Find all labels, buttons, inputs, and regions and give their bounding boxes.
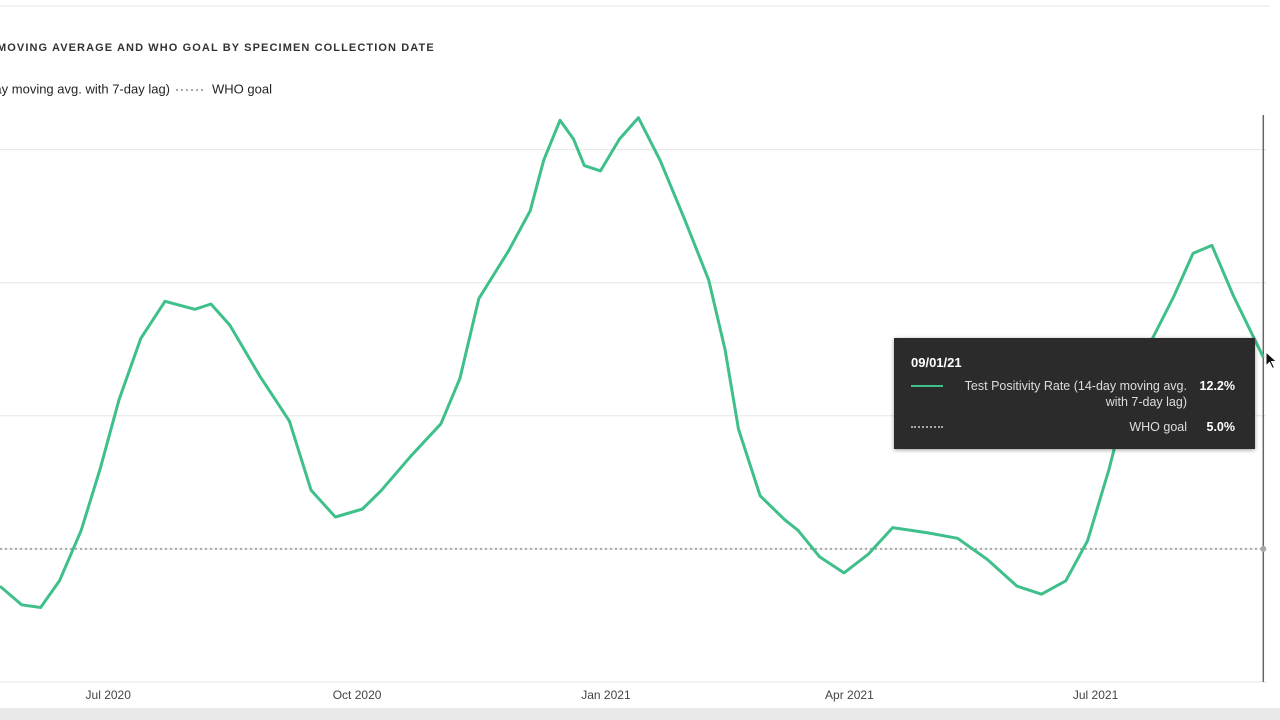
tooltip-swatch bbox=[911, 385, 943, 387]
legend-label: WHO goal bbox=[212, 81, 272, 96]
x-tick-label: Jul 2020 bbox=[86, 688, 132, 702]
tooltip-date: 09/01/21 bbox=[911, 355, 962, 370]
tooltip-swatch bbox=[911, 426, 943, 428]
series-line bbox=[0, 116, 1265, 609]
tooltip-value: 5.0% bbox=[1206, 420, 1236, 434]
plot-area: Jul 2020 Oct 2020 Jan 2021 Apr 2021 Jul 2021 bbox=[0, 115, 1267, 702]
tooltip-row: Test Positivity Rate (14-day moving avg.… bbox=[911, 378, 1235, 410]
x-tick-label: Apr 2021 bbox=[825, 688, 874, 702]
reference-point bbox=[1260, 545, 1267, 552]
tooltip: 09/01/21 Test Positivity Rate (14-day mo… bbox=[894, 338, 1255, 449]
chart-title: MOVING AVERAGE AND WHO GOAL BY SPECIMEN … bbox=[0, 42, 435, 54]
tooltip-row: WHO goal 5.0% bbox=[911, 419, 1235, 435]
legend-label: Test Positivity Rate (14-day moving avg.… bbox=[0, 81, 170, 96]
x-tick-label: Oct 2020 bbox=[333, 688, 382, 702]
tooltip-name: WHO goal bbox=[1129, 420, 1187, 434]
x-tick-label: Jul 2021 bbox=[1073, 688, 1119, 702]
tooltip-value: 12.2% bbox=[1199, 379, 1235, 393]
scrollbar bbox=[0, 708, 1280, 720]
cursor bbox=[1265, 350, 1278, 370]
x-tick-label: Jan 2021 bbox=[581, 688, 631, 702]
tooltip-name: Test Positivity Rate (14-day moving avg.… bbox=[964, 379, 1187, 409]
